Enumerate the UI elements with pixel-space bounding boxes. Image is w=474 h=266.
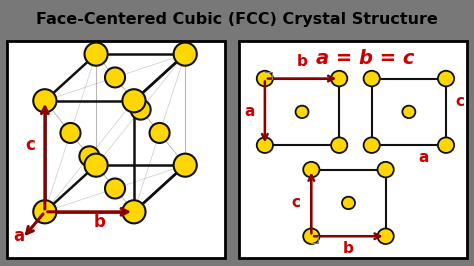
Text: b: b — [343, 241, 354, 256]
Text: c: c — [456, 94, 465, 109]
Text: c: c — [292, 196, 301, 210]
Bar — [311, 170, 386, 236]
Circle shape — [364, 138, 380, 153]
Circle shape — [438, 71, 454, 86]
Circle shape — [331, 71, 347, 86]
Text: a = b = c: a = b = c — [316, 49, 414, 68]
Circle shape — [377, 162, 394, 177]
Circle shape — [402, 106, 415, 118]
Circle shape — [105, 68, 125, 88]
Circle shape — [149, 123, 170, 143]
Circle shape — [438, 138, 454, 153]
Circle shape — [173, 154, 197, 177]
Circle shape — [131, 100, 151, 120]
Text: a: a — [419, 150, 429, 165]
Circle shape — [60, 123, 81, 143]
Circle shape — [122, 200, 146, 223]
Circle shape — [331, 138, 347, 153]
Circle shape — [79, 146, 100, 166]
Bar — [265, 78, 339, 145]
Circle shape — [377, 228, 394, 244]
Circle shape — [364, 71, 380, 86]
Circle shape — [303, 228, 319, 244]
Text: Face-Centered Cubic (FCC) Crystal Structure: Face-Centered Cubic (FCC) Crystal Struct… — [36, 12, 438, 27]
Circle shape — [173, 43, 197, 66]
Circle shape — [105, 178, 125, 198]
Text: a: a — [245, 104, 255, 119]
Circle shape — [303, 162, 319, 177]
Circle shape — [33, 200, 56, 223]
Bar — [372, 78, 446, 145]
Text: c: c — [25, 136, 35, 154]
Circle shape — [122, 89, 146, 112]
Text: a: a — [14, 227, 25, 245]
Text: b: b — [94, 213, 106, 231]
Text: b: b — [297, 54, 308, 69]
Circle shape — [342, 197, 355, 209]
Circle shape — [295, 106, 309, 118]
Circle shape — [84, 43, 108, 66]
Circle shape — [84, 154, 108, 177]
Circle shape — [257, 138, 273, 153]
Circle shape — [33, 89, 56, 112]
Circle shape — [257, 71, 273, 86]
